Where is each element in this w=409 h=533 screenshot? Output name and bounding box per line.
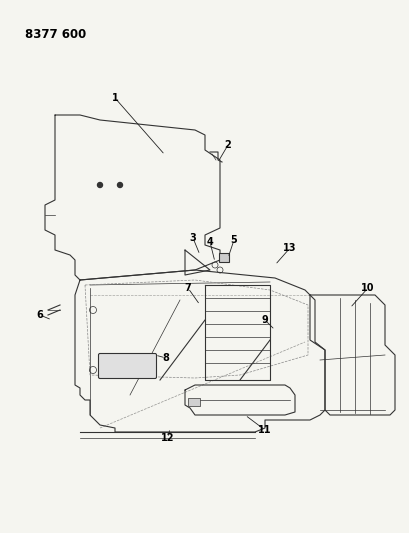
Text: 6: 6 bbox=[36, 310, 43, 320]
Text: 8: 8 bbox=[162, 353, 169, 363]
Text: 5: 5 bbox=[230, 235, 237, 245]
Text: 13: 13 bbox=[283, 243, 296, 253]
Bar bbox=[218, 253, 229, 262]
Text: 11: 11 bbox=[258, 425, 271, 435]
Text: 9: 9 bbox=[261, 315, 268, 325]
Circle shape bbox=[97, 182, 102, 188]
Bar bbox=[188, 398, 200, 406]
Text: 1: 1 bbox=[111, 93, 118, 103]
Text: 7: 7 bbox=[184, 283, 191, 293]
Text: 8377 600: 8377 600 bbox=[25, 28, 86, 41]
Text: 3: 3 bbox=[189, 233, 196, 243]
FancyBboxPatch shape bbox=[98, 353, 156, 378]
Text: 2: 2 bbox=[224, 140, 231, 150]
Text: 12: 12 bbox=[161, 433, 174, 443]
Circle shape bbox=[117, 182, 122, 188]
Text: 10: 10 bbox=[360, 283, 374, 293]
Text: 4: 4 bbox=[206, 237, 213, 247]
